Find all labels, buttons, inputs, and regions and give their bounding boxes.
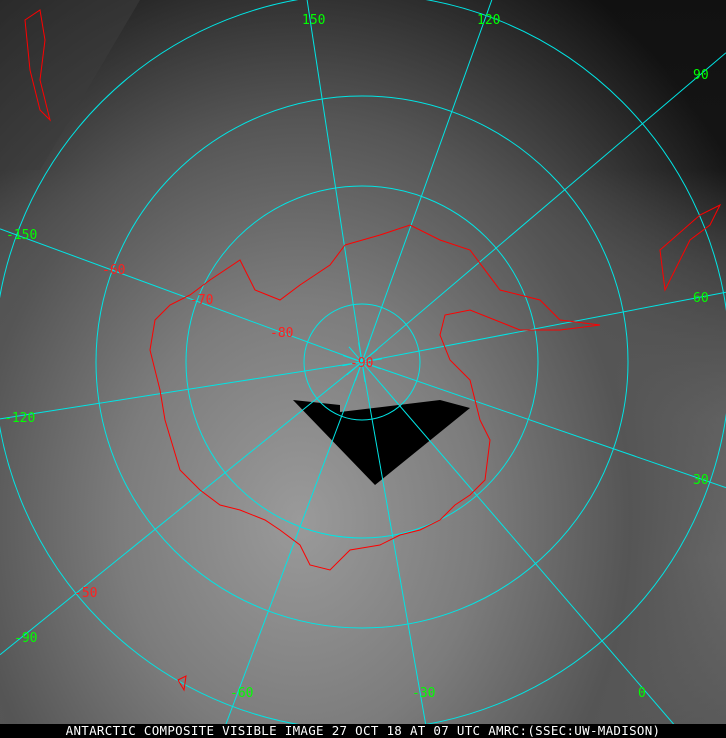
latitude-circle: [185, 185, 539, 539]
meridian-60: [342, 291, 726, 367]
image-caption: ANTARCTIC COMPOSITE VISIBLE IMAGE 27 OCT…: [0, 724, 726, 738]
meridian--120: [0, 358, 382, 420]
latitude-circle: [95, 95, 629, 629]
meridian--30: [358, 342, 429, 738]
meridian-30: [342, 355, 726, 489]
latitude-label: -60: [102, 263, 125, 278]
no-data-region: [0, 0, 470, 485]
longitude-label: -60: [230, 686, 253, 701]
meridian--150: [0, 228, 381, 370]
longitude-label: 120: [477, 13, 500, 28]
longitude-label: -90: [14, 631, 37, 646]
longitude-label: 90: [693, 68, 709, 83]
latitude-label: -70: [190, 293, 213, 308]
longitude-label: -30: [412, 686, 435, 701]
latitude-label: -90: [350, 356, 373, 371]
meridian-150: [306, 0, 366, 382]
longitude-label: 0: [638, 686, 646, 701]
meridian-90: [346, 52, 726, 376]
longitude-label: 150: [302, 13, 325, 28]
longitude-label: -150: [6, 228, 37, 243]
meridian--90: [0, 349, 378, 656]
latitude-circle: [303, 303, 421, 421]
latitude-label: -50: [74, 586, 97, 601]
meridian-120: [354, 0, 493, 381]
meridian-0: [348, 346, 686, 738]
coastline: [24, 9, 722, 692]
latitude-label: -80: [270, 326, 293, 341]
longitude-label: 60: [693, 291, 709, 306]
longitude-label: -120: [4, 411, 35, 426]
longitude-label: 30: [693, 473, 709, 488]
